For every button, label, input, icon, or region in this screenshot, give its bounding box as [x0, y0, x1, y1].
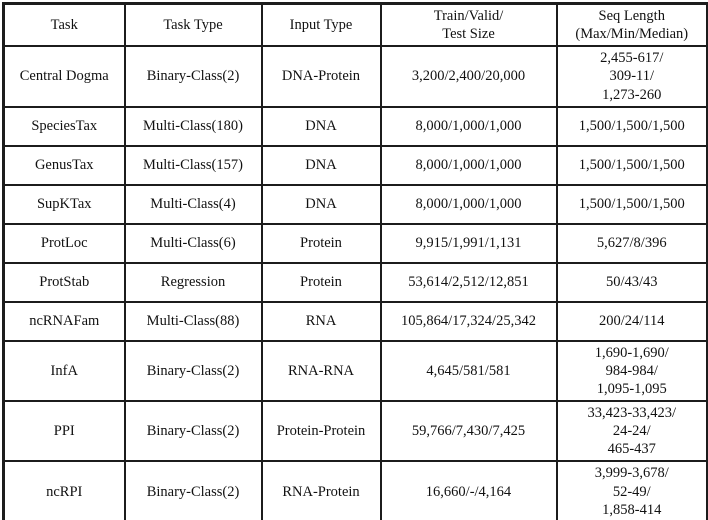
table-cell: DNA-Protein — [260, 45, 382, 108]
table-cell: Protein-Protein — [260, 399, 382, 463]
table-row: PPI Binary-Class(2) Protein-Protein 59,766/… — [2, 399, 708, 463]
table-cell: Regression — [123, 261, 263, 303]
table-cell: Multi-Class(6) — [123, 222, 263, 264]
column-header-seq-length: Seq Length (Max/Min/Median) — [555, 2, 708, 48]
table-cell: ncRNAFam — [2, 300, 126, 342]
table-row: ProtLoc Multi-Class(6) Protein 9,915/1,991/… — [2, 222, 708, 264]
table-cell: PPI — [2, 399, 126, 463]
table-cell: 1,500/1,500/1,500 — [555, 105, 708, 147]
table-body: Central Dogma Binary-Class(2) DNA-Protein 3… — [2, 45, 708, 520]
table-cell: RNA — [260, 300, 382, 342]
table-cell: 8,000/1,000/1,000 — [379, 183, 558, 225]
table-cell: 4,645/581/581 — [379, 339, 558, 403]
table-row: InfA Binary-Class(2) RNA-RNA 4,645/581/581 1… — [2, 339, 708, 403]
table-cell: Multi-Class(88) — [123, 300, 263, 342]
table-cell: 8,000/1,000/1,000 — [379, 105, 558, 147]
table-cell: 8,000/1,000/1,000 — [379, 144, 558, 186]
column-header-input-type: Input Type — [260, 2, 382, 48]
table-cell: 2,455-617/ 309-11/ 1,273-260 — [555, 45, 708, 108]
table-cell: Binary-Class(2) — [123, 339, 263, 403]
table-cell: 16,660/-/4,164 — [379, 460, 558, 520]
table-cell: 200/24/114 — [555, 300, 708, 342]
table-cell: GenusTax — [2, 144, 126, 186]
table-cell: 1,500/1,500/1,500 — [555, 183, 708, 225]
table-cell: Multi-Class(157) — [123, 144, 263, 186]
header-row: Task Task Type Input Type Train/Valid/ T… — [2, 2, 708, 48]
table-cell: ncRPI — [2, 460, 126, 520]
table-cell: Binary-Class(2) — [123, 45, 263, 108]
table-cell: Multi-Class(4) — [123, 183, 263, 225]
table-cell: SpeciesTax — [2, 105, 126, 147]
table-cell: RNA-Protein — [260, 460, 382, 520]
column-header-task-type: Task Type — [123, 2, 263, 48]
table-cell: SupKTax — [2, 183, 126, 225]
table-row: Central Dogma Binary-Class(2) DNA-Protein 3… — [2, 45, 708, 108]
table-cell: 1,690-1,690/ 984-984/ 1,095-1,095 — [555, 339, 708, 403]
table-cell: ProtLoc — [2, 222, 126, 264]
table-cell: RNA-RNA — [260, 339, 382, 403]
table-cell: Multi-Class(180) — [123, 105, 263, 147]
table-cell: 1,500/1,500/1,500 — [555, 144, 708, 186]
table-row: ProtStab Regression Protein 53,614/2,512/12… — [2, 261, 708, 303]
table-row: SpeciesTax Multi-Class(180) DNA 8,000/1,000… — [2, 105, 708, 147]
table-cell: DNA — [260, 105, 382, 147]
table-header: Task Task Type Input Type Train/Valid/ T… — [2, 2, 708, 48]
column-header-task: Task — [2, 2, 126, 48]
table-cell: 105,864/17,324/25,342 — [379, 300, 558, 342]
table-cell: Binary-Class(2) — [123, 460, 263, 520]
table-cell: DNA — [260, 183, 382, 225]
table-cell: 33,423-33,423/ 24-24/ 465-437 — [555, 399, 708, 463]
table-cell: 5,627/8/396 — [555, 222, 708, 264]
table-cell: Central Dogma — [2, 45, 126, 108]
table-cell: 3,200/2,400/20,000 — [379, 45, 558, 108]
table-row: ncRNAFam Multi-Class(88) RNA 105,864/17,324… — [2, 300, 708, 342]
table-cell: 50/43/43 — [555, 261, 708, 303]
table-cell: Binary-Class(2) — [123, 399, 263, 463]
table-row: GenusTax Multi-Class(157) DNA 8,000/1,000/1… — [2, 144, 708, 186]
table-cell: InfA — [2, 339, 126, 403]
table-cell: 53,614/2,512/12,851 — [379, 261, 558, 303]
table-cell: Protein — [260, 222, 382, 264]
table-cell: DNA — [260, 144, 382, 186]
table-row: SupKTax Multi-Class(4) DNA 8,000/1,000/1,00… — [2, 183, 708, 225]
table-cell: 59,766/7,430/7,425 — [379, 399, 558, 463]
column-header-size: Train/Valid/ Test Size — [379, 2, 558, 48]
table-cell: Protein — [260, 261, 382, 303]
table-cell: ProtStab — [2, 261, 126, 303]
table-cell: 9,915/1,991/1,131 — [379, 222, 558, 264]
table-row: ncRPI Binary-Class(2) RNA-Protein 16,660/-/… — [2, 460, 708, 520]
table-cell: 3,999-3,678/ 52-49/ 1,858-414 — [555, 460, 708, 520]
